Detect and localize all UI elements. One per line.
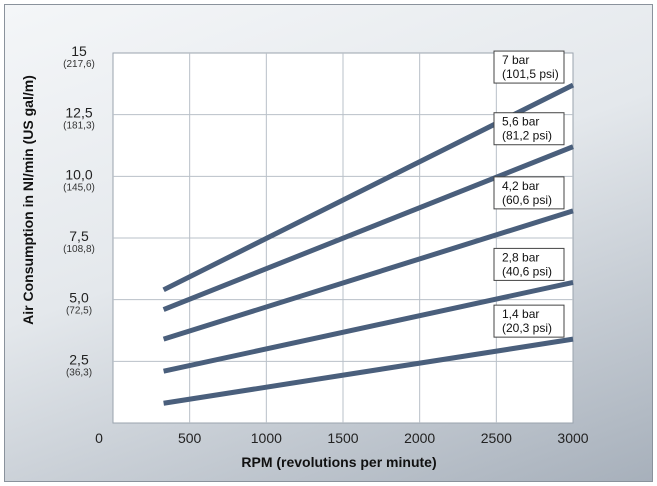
chart-frame: 0 500 1000 1500 2000 2500 3000 2,5 (36,3) 5,0 (72,… — [4, 4, 653, 482]
y-tick-sublabel: (108,8) — [63, 244, 95, 255]
y-tick-sublabel: (181,3) — [63, 121, 95, 132]
x-tick-label: 500 — [178, 430, 202, 446]
series-label-sub: (60,6 psi) — [502, 193, 552, 207]
x-axis-title: RPM (revolutions per minute) — [241, 454, 436, 470]
series-label-sub: (81,2 psi) — [502, 129, 552, 143]
x-tick-label: 0 — [95, 430, 103, 446]
x-tick-label: 2500 — [481, 430, 512, 446]
series-line — [162, 208, 574, 342]
y-tick-sublabel: (36,3) — [66, 367, 92, 378]
series-line — [163, 336, 574, 406]
y-tick-label: 15 — [71, 43, 87, 59]
series-label-sub: (20,3 psi) — [502, 321, 552, 335]
x-tick-label: 1500 — [327, 430, 358, 446]
y-tick-label: 2,5 — [69, 351, 89, 367]
series-line — [162, 144, 574, 312]
y-tick-label: 12,5 — [65, 105, 92, 121]
y-tick-sublabel: (72,5) — [66, 306, 92, 317]
x-tick-label: 1000 — [251, 430, 282, 446]
y-tick-label: 5,0 — [69, 290, 89, 306]
x-tick-label: 2000 — [404, 430, 435, 446]
y-tick-sublabel: (217,6) — [63, 59, 95, 70]
series-line — [163, 279, 574, 374]
series-label-sub: (40,6 psi) — [502, 264, 552, 278]
series-label-box — [493, 247, 565, 281]
series-label: 5,6 bar — [502, 115, 539, 129]
air-consumption-chart: 0 500 1000 1500 2000 2500 3000 2,5(36,3) 5,0(72,… — [20, 43, 589, 470]
series-label-box — [493, 304, 565, 338]
y-tick-label: 7,5 — [69, 228, 89, 244]
series-label: 2,8 bar — [502, 250, 539, 264]
x-tick-label: 3000 — [557, 430, 588, 446]
series-label-sub: (101,5 psi) — [502, 67, 559, 81]
series-label: 4,2 bar — [502, 179, 539, 193]
y-axis-title: Air Consumption in Nl/min (US gal/m) — [20, 75, 36, 325]
series-label: 1,4 bar — [502, 307, 539, 321]
y-tick-sublabel: (145,0) — [63, 182, 95, 193]
series-label-box — [493, 176, 565, 210]
y-tick-label: 10,0 — [65, 166, 92, 182]
series-label-box — [493, 50, 565, 84]
series-label-box — [493, 112, 565, 146]
plot-area: 0 500 1000 1500 2000 2500 3000 2,5(36,3) 5,0(72,… — [63, 43, 589, 446]
series-label: 7 bar — [502, 53, 529, 67]
